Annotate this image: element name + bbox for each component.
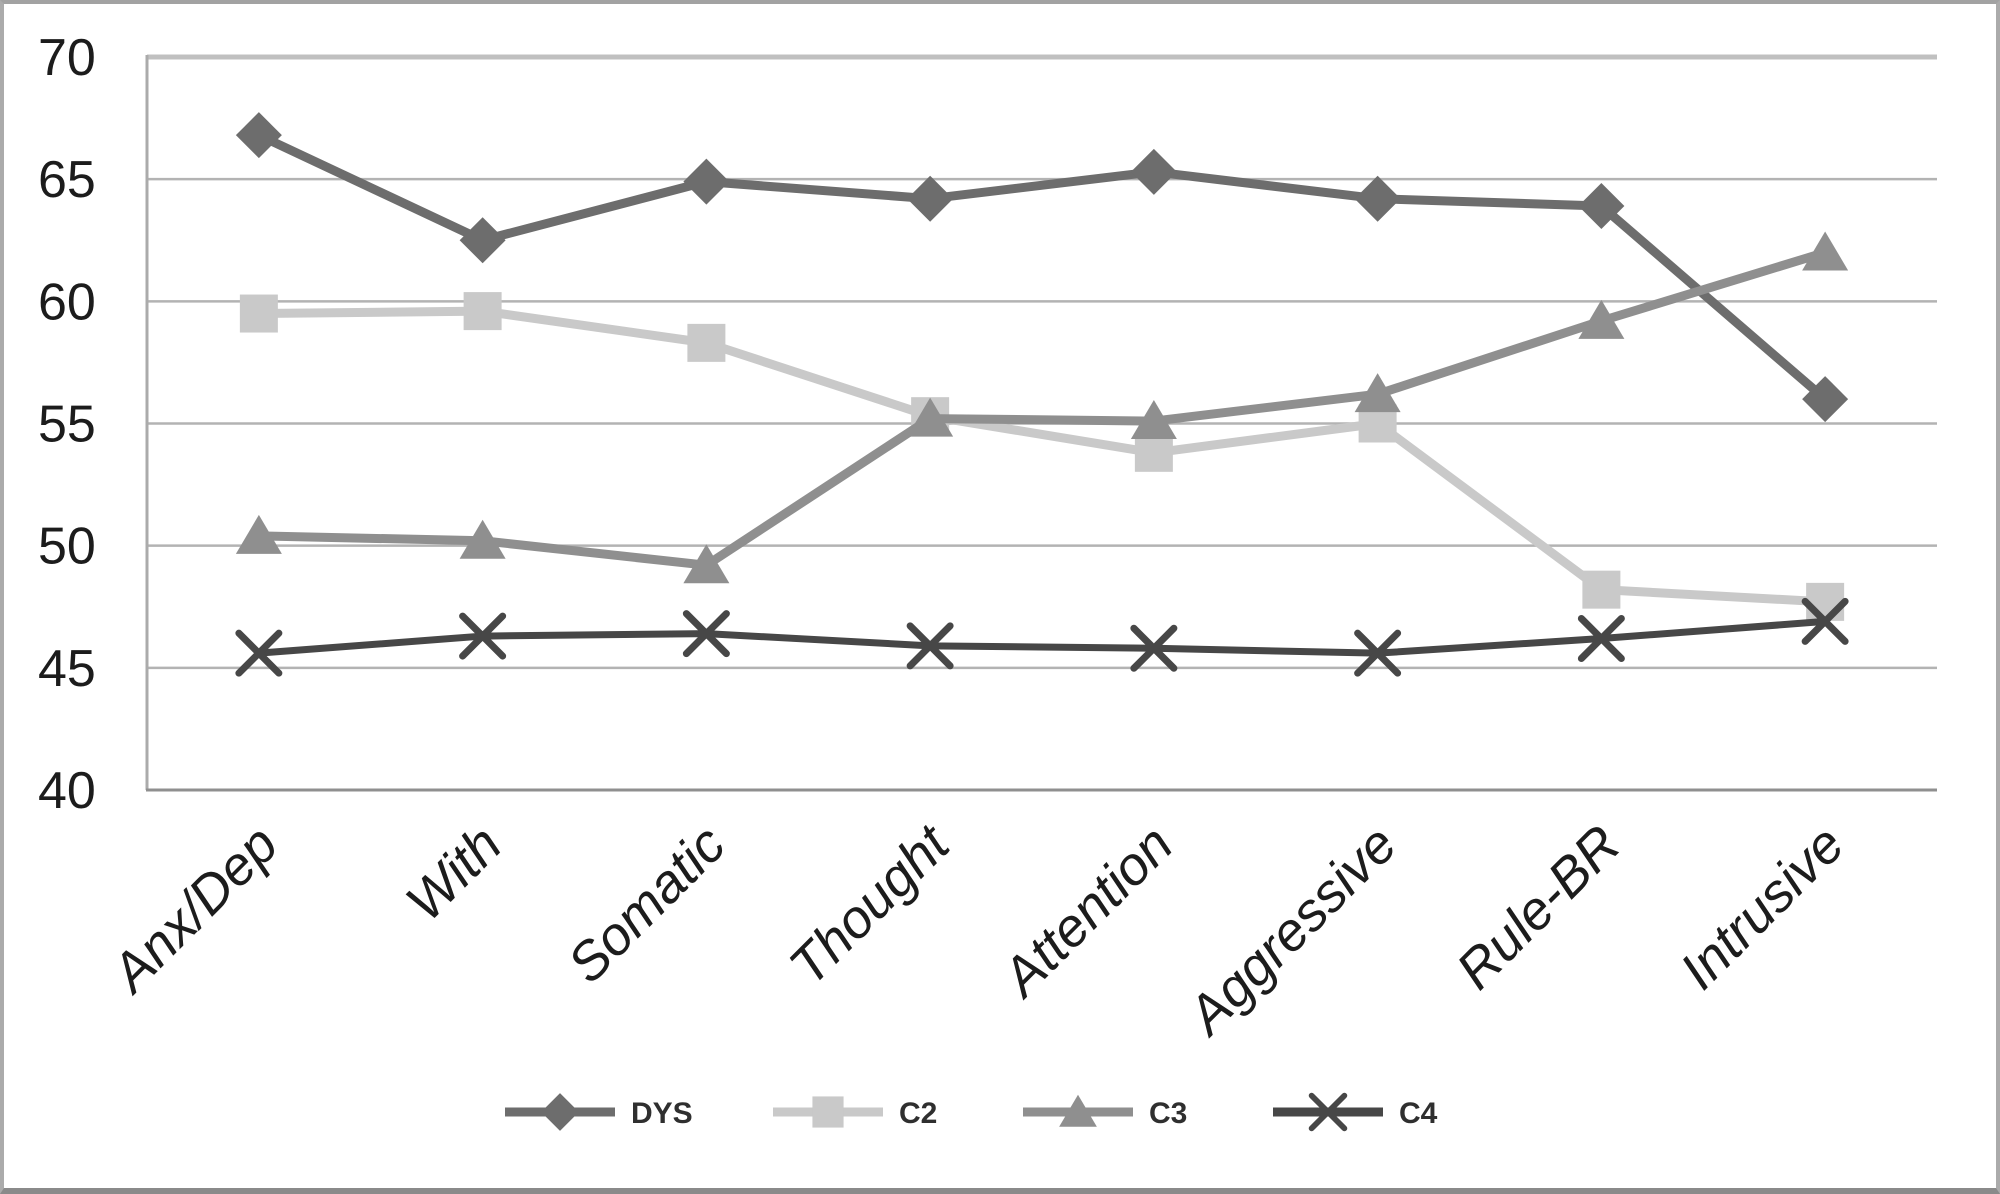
series-C2-marker-0: [239, 294, 278, 333]
legend: DYS C2 C3 C4: [505, 1092, 1438, 1132]
legend-marker-diamond-icon: [541, 1093, 579, 1131]
legend-label-DYS: DYS: [631, 1097, 693, 1130]
series-C3-marker-7: [1802, 231, 1849, 271]
x-category-label-aggressive: Aggressive: [1175, 814, 1408, 1047]
series-DYS-marker-3: [907, 175, 954, 222]
x-axis-labels: Anx/Dep With Somatic Thought AttentionAggres…: [98, 813, 1855, 1048]
series-C2-marker-4: [1134, 433, 1173, 472]
series-C4-marker-3: [906, 622, 954, 670]
legend-item-C3: C3: [1023, 1094, 1187, 1130]
series-DYS-marker-0: [235, 112, 282, 159]
legend-label-C2: C2: [899, 1097, 937, 1130]
series-DYS-line: [254, 130, 1830, 404]
series-C2-marker-2: [687, 323, 726, 362]
series-C3-marker-4: [1130, 400, 1177, 440]
series-C2-marker-7: [1806, 582, 1845, 621]
series-C4-marker-2: [682, 610, 730, 658]
legend-item-C4: C4: [1273, 1092, 1438, 1132]
legend-item-DYS: DYS: [505, 1093, 693, 1131]
series-C2-line: [254, 306, 1830, 607]
series-C2: [239, 292, 1845, 621]
x-category-label-with: With: [395, 814, 513, 932]
series-DYS-marker-7: [1802, 376, 1849, 423]
x-category-label-intrusive: Intrusive: [1669, 814, 1856, 1001]
series-DYS-marker-4: [1130, 148, 1177, 195]
legend-marker-x-icon: [1308, 1092, 1348, 1132]
series-C4-marker-1: [459, 612, 507, 660]
series-C2-marker-6: [1582, 570, 1621, 609]
series-C3: [235, 231, 1849, 584]
legend-label-C4: C4: [1399, 1097, 1438, 1130]
series-C3-marker-6: [1578, 299, 1625, 339]
y-tick-label-50: 50: [38, 518, 96, 576]
x-category-label-anxdep: Anx/Dep: [98, 814, 289, 1005]
series-C4-line: [255, 617, 1829, 657]
series-C3-marker-2: [683, 544, 730, 584]
series-C4-marker-4: [1130, 624, 1178, 672]
y-tick-label-65: 65: [38, 151, 96, 209]
series-C4-marker-6: [1577, 615, 1625, 663]
series-C4-marker-7: [1801, 597, 1849, 645]
x-category-label-attention: Attention: [989, 814, 1184, 1009]
series-DYS: [235, 112, 1849, 423]
legend-item-C2: C2: [773, 1096, 937, 1130]
y-tick-label-40: 40: [38, 762, 96, 820]
series-C3-marker-1: [459, 519, 506, 559]
y-axis-labels: 70 65 60 55 50 45 40: [38, 29, 96, 820]
series-DYS-marker-5: [1354, 175, 1401, 222]
y-tick-label-70: 70: [38, 29, 96, 87]
series-C4: [235, 597, 1849, 677]
gridlines-group: [147, 54, 1937, 670]
series-C3-line: [254, 247, 1830, 570]
series-DYS-marker-6: [1578, 183, 1625, 230]
legend-marker-triangle-icon: [1059, 1094, 1097, 1127]
y-tick-label-55: 55: [38, 396, 96, 454]
legend-label-C3: C3: [1149, 1097, 1187, 1130]
legend-marker-square-icon: [812, 1096, 844, 1128]
y-tick-label-45: 45: [38, 640, 96, 698]
series-C2-marker-1: [463, 292, 502, 331]
series-C3-marker-0: [235, 514, 282, 554]
series-DYS-marker-1: [459, 217, 506, 264]
series-C3-marker-3: [907, 397, 954, 437]
y-tick-label-60: 60: [38, 273, 96, 331]
x-category-label-somatic: Somatic: [556, 814, 736, 994]
series-C3-marker-5: [1354, 373, 1401, 413]
series-C4-marker-0: [235, 629, 283, 677]
series-C4-marker-5: [1354, 629, 1402, 677]
x-category-label-rulebr: Rule-BR: [1445, 814, 1632, 1001]
series-DYS-marker-2: [683, 158, 730, 205]
x-category-label-thought: Thought: [778, 813, 962, 997]
